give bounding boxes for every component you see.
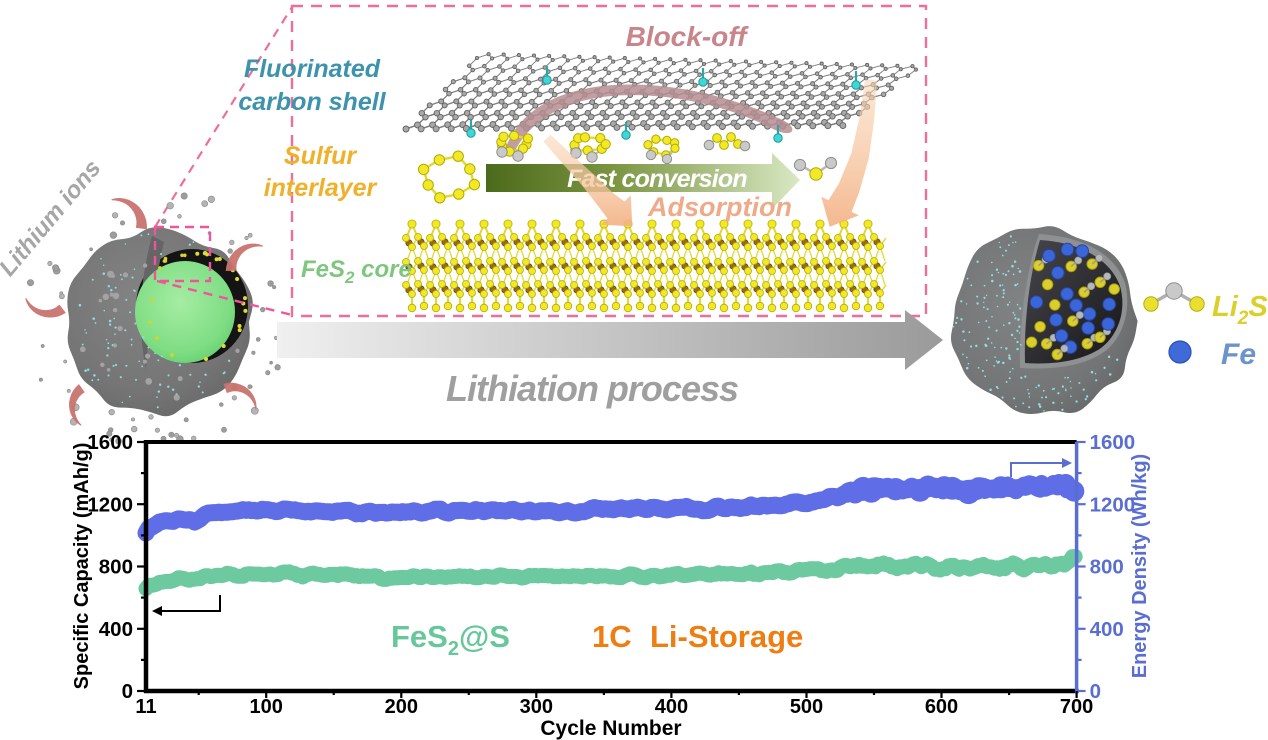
svg-text:11: 11 [135, 696, 156, 718]
svg-text:800: 800 [99, 556, 133, 579]
svg-text:1C: 1C [592, 619, 632, 654]
svg-text:500: 500 [790, 696, 823, 718]
svg-text:400: 400 [99, 618, 133, 641]
svg-text:Li2S: Li2S [1212, 291, 1268, 329]
svg-text:1200: 1200 [87, 493, 133, 516]
svg-text:FeS2@S: FeS2@S [391, 619, 510, 660]
svg-text:1600: 1600 [1090, 431, 1136, 454]
svg-text:FeS2 core: FeS2 core [301, 256, 412, 287]
svg-text:Lithiation process: Lithiation process [446, 368, 738, 409]
svg-text:carbon shell: carbon shell [238, 88, 386, 116]
svg-text:700: 700 [1060, 696, 1093, 718]
svg-text:Cycle Number: Cycle Number [540, 717, 681, 740]
svg-text:interlayer: interlayer [264, 174, 378, 202]
svg-text:Li-Storage: Li-Storage [650, 619, 803, 654]
svg-text:0: 0 [1090, 680, 1101, 703]
svg-text:400: 400 [655, 696, 688, 718]
svg-text:Block-off: Block-off [626, 21, 749, 52]
svg-text:Fe: Fe [1221, 338, 1256, 371]
svg-text:100: 100 [250, 696, 283, 718]
svg-text:200: 200 [385, 696, 418, 718]
svg-text:1200: 1200 [1090, 493, 1136, 516]
svg-text:0: 0 [122, 680, 133, 703]
svg-text:Fluorinated: Fluorinated [244, 55, 381, 83]
svg-text:1600: 1600 [87, 431, 133, 454]
svg-text:800: 800 [1090, 556, 1124, 579]
svg-text:Sulfur: Sulfur [284, 142, 357, 170]
svg-text:Adsorption: Adsorption [647, 192, 792, 222]
svg-text:600: 600 [925, 696, 958, 718]
svg-text:Energy Density (Wh/kg): Energy Density (Wh/kg) [1129, 454, 1151, 678]
svg-text:300: 300 [520, 696, 553, 718]
svg-text:Specific Capacity (mAh/g): Specific Capacity (mAh/g) [71, 443, 93, 690]
svg-text:400: 400 [1090, 618, 1124, 641]
